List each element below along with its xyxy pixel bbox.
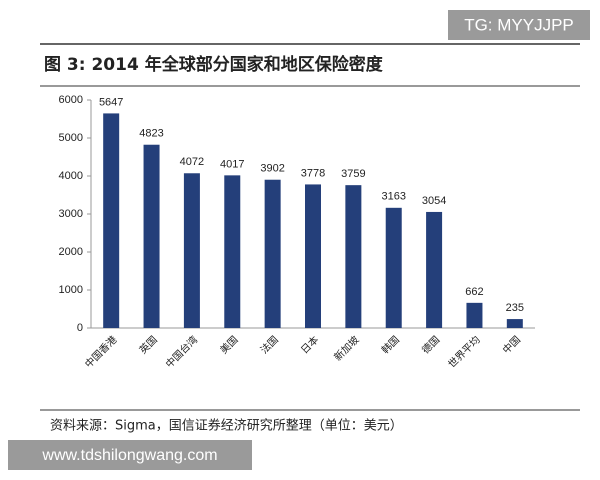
x-tick-label: 中国 xyxy=(500,333,523,356)
bar xyxy=(385,207,402,328)
watermark: TG: MYYJJPP xyxy=(464,15,574,34)
x-tick-label: 德国 xyxy=(419,333,442,356)
value-label: 3902 xyxy=(260,163,284,175)
y-tick-label: 5000 xyxy=(59,132,83,144)
y-tick-label: 1000 xyxy=(59,284,83,296)
chart-title: 图 3: 2014 年全球部分国家和地区保险密度 xyxy=(44,54,384,75)
watermark-bg xyxy=(448,10,590,40)
bar xyxy=(264,179,281,328)
x-tick-label: 日本 xyxy=(298,333,321,356)
value-label: 662 xyxy=(465,286,483,298)
bar xyxy=(426,211,443,328)
x-tick-label: 美国 xyxy=(217,333,240,356)
bar xyxy=(143,144,160,328)
y-tick-label: 2000 xyxy=(59,246,83,258)
value-label: 3163 xyxy=(381,191,405,203)
value-label: 3778 xyxy=(301,167,325,179)
bar xyxy=(466,302,483,328)
value-label: 3759 xyxy=(341,168,365,180)
bar xyxy=(103,113,120,328)
bar xyxy=(345,185,362,328)
value-label: 4072 xyxy=(180,156,204,168)
x-tick-label: 法国 xyxy=(258,333,281,356)
x-tick-label: 韩国 xyxy=(379,333,402,356)
value-label: 235 xyxy=(506,302,524,314)
x-tick-label: 英国 xyxy=(136,333,159,356)
bar xyxy=(305,184,321,328)
y-tick-label: 4000 xyxy=(59,170,83,182)
watermark-bg xyxy=(8,440,252,470)
watermark: www.tdshilongwang.com xyxy=(41,447,217,464)
y-tick-label: 6000 xyxy=(59,94,83,106)
value-label: 3054 xyxy=(422,195,446,207)
value-label: 4017 xyxy=(220,158,244,170)
x-tick-label: 中国香港 xyxy=(82,333,119,370)
source: 资料来源：Sigma，国信证券经济研究所整理（单位：美元） xyxy=(50,418,403,434)
x-tick-label: 世界平均 xyxy=(446,334,483,371)
y-tick-label: 0 xyxy=(77,322,83,334)
x-tick-label: 新加坡 xyxy=(331,333,361,363)
bar xyxy=(506,319,523,328)
value-label: 4823 xyxy=(139,128,163,140)
bar xyxy=(224,175,241,328)
y-tick-label: 3000 xyxy=(59,208,83,220)
value-label: 5647 xyxy=(99,96,123,108)
bar xyxy=(183,173,200,328)
x-tick-label: 中国台湾 xyxy=(163,333,200,370)
